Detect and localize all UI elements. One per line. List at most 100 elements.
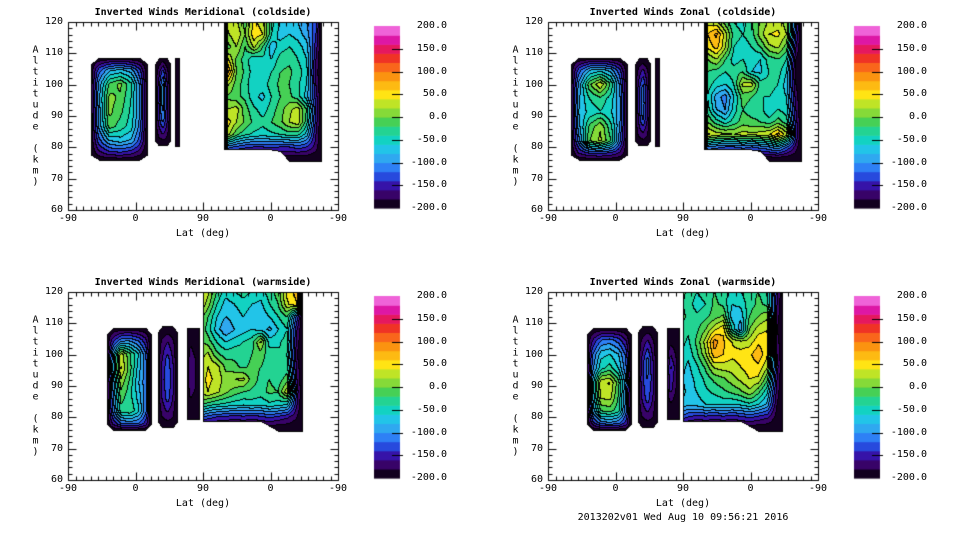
colorbar-tick-label: -150.0: [890, 449, 927, 461]
colorbar-tick-label: -50.0: [416, 403, 447, 415]
x-axis-title: Lat (deg): [655, 498, 711, 509]
x-tick-label: 90: [676, 213, 690, 224]
contour-canvas-meridional-warmside: [0, 270, 480, 540]
x-tick-label: 0: [747, 213, 754, 224]
panel-meridional-warmside: Inverted Winds Meridional (warmside) Alt…: [0, 270, 480, 540]
colorbar-tick-label: 100.0: [896, 335, 927, 347]
y-tick-label: 90: [530, 380, 543, 391]
panel-title: Inverted Winds Zonal (warmside): [589, 277, 777, 288]
y-tick-label: 100: [44, 78, 63, 90]
colorbar-tick-label: 150.0: [416, 312, 447, 324]
colorbar-tick-label: 0.0: [428, 381, 447, 392]
y-axis-title: Altitude (km): [30, 314, 41, 458]
colorbar-tick-label: 0.0: [908, 381, 927, 392]
y-tick-label: 90: [50, 380, 63, 391]
contour-canvas-zonal-coldside: [480, 0, 960, 270]
y-tick-label: 80: [530, 141, 543, 153]
y-tick-label: 120: [524, 286, 543, 297]
y-tick-label: 70: [530, 172, 543, 184]
y-axis-title: Altitude (km): [510, 314, 521, 458]
x-tick-label: 90: [196, 213, 210, 224]
colorbar-tick-label: 200.0: [896, 290, 927, 301]
x-tick-label: -90: [328, 213, 348, 224]
y-tick-label: 110: [524, 47, 543, 59]
y-tick-label: 60: [530, 204, 543, 215]
y-axis-title: Altitude (km): [510, 44, 521, 188]
x-axis-title: Lat (deg): [175, 228, 231, 239]
colorbar-tick-label: -150.0: [890, 179, 927, 191]
colorbar-tick-label: 50.0: [422, 88, 447, 100]
y-tick-label: 90: [50, 110, 63, 121]
colorbar-tick-label: -200.0: [890, 202, 927, 213]
x-tick-label: 0: [612, 213, 619, 224]
colorbar-tick-label: 150.0: [416, 42, 447, 54]
x-axis-title: Lat (deg): [655, 228, 711, 239]
colorbar-tick-label: 100.0: [416, 335, 447, 347]
panel-title: Inverted Winds Meridional (coldside): [94, 7, 312, 18]
y-tick-label: 100: [524, 78, 543, 90]
colorbar-tick-label: 50.0: [902, 358, 927, 370]
y-axis-title: Altitude (km): [30, 44, 41, 188]
x-tick-label: 0: [267, 483, 274, 494]
y-tick-label: 110: [44, 47, 63, 59]
x-axis-title: Lat (deg): [175, 498, 231, 509]
colorbar-tick-label: -150.0: [410, 179, 447, 191]
colorbar-tick-label: 100.0: [416, 65, 447, 77]
y-tick-label: 80: [50, 141, 63, 153]
y-tick-label: 60: [50, 204, 63, 215]
y-tick-label: 70: [530, 442, 543, 454]
y-tick-label: 60: [530, 474, 543, 485]
y-tick-label: 70: [50, 172, 63, 184]
colorbar-tick-label: -200.0: [410, 202, 447, 213]
y-tick-label: 100: [44, 348, 63, 360]
colorbar-tick-label: -50.0: [416, 133, 447, 145]
x-tick-label: 0: [267, 213, 274, 224]
y-tick-label: 120: [44, 286, 63, 297]
x-tick-label: -90: [58, 483, 78, 494]
colorbar-tick-label: 200.0: [416, 290, 447, 301]
y-tick-label: 70: [50, 442, 63, 454]
contour-canvas-meridional-coldside: [0, 0, 480, 270]
y-tick-label: 80: [50, 411, 63, 423]
colorbar-tick-label: 150.0: [896, 312, 927, 324]
x-tick-label: 90: [676, 483, 690, 494]
x-tick-label: 0: [132, 483, 139, 494]
x-tick-label: 90: [196, 483, 210, 494]
colorbar-tick-label: 50.0: [902, 88, 927, 100]
panel-zonal-coldside: Inverted Winds Zonal (coldside) Altitude…: [480, 0, 960, 270]
colorbar-tick-label: -50.0: [896, 133, 927, 145]
x-tick-label: -90: [808, 483, 828, 494]
panel-title: Inverted Winds Meridional (warmside): [94, 277, 312, 288]
colorbar-tick-label: -100.0: [890, 156, 927, 168]
x-tick-label: -90: [328, 483, 348, 494]
y-tick-label: 100: [524, 348, 543, 360]
panel-meridional-coldside: Inverted Winds Meridional (coldside) Alt…: [0, 0, 480, 270]
colorbar-tick-label: -100.0: [890, 426, 927, 438]
colorbar-tick-label: 200.0: [416, 20, 447, 31]
colorbar-tick-label: -50.0: [896, 403, 927, 415]
colorbar-tick-label: -200.0: [410, 472, 447, 483]
y-tick-label: 80: [530, 411, 543, 423]
colorbar-tick-label: 0.0: [908, 111, 927, 122]
y-tick-label: 90: [530, 110, 543, 121]
y-tick-label: 110: [44, 317, 63, 329]
colorbar-tick-label: 150.0: [896, 42, 927, 54]
x-tick-label: -90: [538, 483, 558, 494]
colorbar-tick-label: -200.0: [890, 472, 927, 483]
x-tick-label: 0: [132, 213, 139, 224]
y-tick-label: 110: [524, 317, 543, 329]
colorbar-tick-label: -150.0: [410, 449, 447, 461]
x-tick-label: -90: [808, 213, 828, 224]
colorbar-tick-label: 50.0: [422, 358, 447, 370]
panel-zonal-warmside: Inverted Winds Zonal (warmside) Altitude…: [480, 270, 960, 540]
colorbar-tick-label: -100.0: [410, 426, 447, 438]
contour-canvas-zonal-warmside: [480, 270, 960, 540]
y-tick-label: 60: [50, 474, 63, 485]
footer-timestamp: 2013202v01 Wed Aug 10 09:56:21 2016: [577, 512, 789, 523]
colorbar-tick-label: -100.0: [410, 156, 447, 168]
y-tick-label: 120: [44, 16, 63, 27]
y-tick-label: 120: [524, 16, 543, 27]
colorbar-tick-label: 100.0: [896, 65, 927, 77]
colorbar-tick-label: 0.0: [428, 111, 447, 122]
